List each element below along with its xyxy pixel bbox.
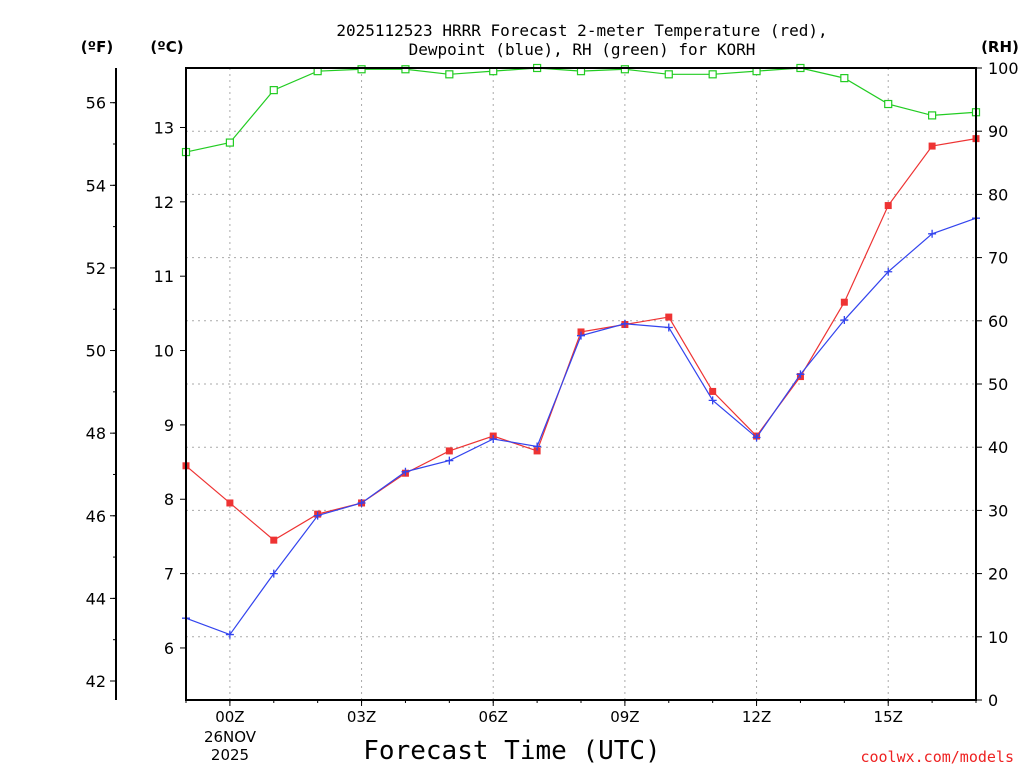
fahrenheit-axis-label: (ºF) bbox=[81, 38, 113, 56]
rh-tick-label: 50 bbox=[988, 375, 1008, 394]
dewpoint-point bbox=[840, 316, 849, 325]
fahrenheit-tick-label: 44 bbox=[86, 589, 106, 608]
celsius-tick-label: 11 bbox=[154, 267, 174, 286]
fahrenheit-tick-label: 54 bbox=[86, 176, 106, 195]
fahrenheit-tick-label: 52 bbox=[86, 259, 106, 278]
rh-point bbox=[225, 138, 234, 147]
x-axis: 00Z 03Z 06Z 09Z 12Z 15Z bbox=[185, 700, 977, 726]
dewpoint-point bbox=[752, 433, 761, 442]
fahrenheit-tick-label: 50 bbox=[86, 342, 106, 361]
dewpoint-point bbox=[225, 630, 234, 639]
watermark: coolwx.com/models bbox=[860, 748, 1014, 766]
grid-lines bbox=[186, 68, 976, 700]
x-tick-label: 00Z bbox=[215, 708, 244, 726]
rh-point bbox=[840, 74, 849, 83]
rh-tick-label: 10 bbox=[988, 628, 1008, 647]
dewpoint-point bbox=[664, 323, 673, 332]
dewpoint-point bbox=[796, 370, 805, 379]
fahrenheit-tick-label: 46 bbox=[86, 507, 106, 526]
rh-tick-label: 40 bbox=[988, 438, 1008, 457]
dewpoint-point bbox=[445, 456, 454, 465]
x-tick-label: 12Z bbox=[742, 708, 771, 726]
dewpoint-point bbox=[313, 511, 322, 520]
dewpoint-point bbox=[884, 267, 893, 276]
rh-point bbox=[928, 111, 937, 120]
dewpoint-point bbox=[533, 442, 542, 451]
x-tick-label: 06Z bbox=[479, 708, 508, 726]
temperature-point bbox=[884, 202, 892, 210]
celsius-tick-label: 12 bbox=[154, 193, 174, 212]
temperature-point bbox=[709, 387, 717, 395]
chart-title-line2: Dewpoint (blue), RH (green) for KORH bbox=[409, 40, 756, 59]
rh-point bbox=[357, 65, 366, 74]
temperature-point bbox=[665, 313, 673, 321]
dewpoint-point bbox=[577, 331, 585, 340]
rh-tick-label: 60 bbox=[988, 312, 1008, 331]
temperature-point bbox=[445, 447, 453, 455]
x-tick-label: 15Z bbox=[874, 708, 903, 726]
dewpoint-point bbox=[357, 498, 366, 507]
rh-point bbox=[269, 86, 278, 95]
celsius-tick-label: 6 bbox=[164, 639, 174, 658]
dewpoint-point bbox=[269, 569, 278, 578]
rh-point bbox=[664, 70, 673, 79]
rh-tick-label: 70 bbox=[988, 249, 1008, 268]
celsius-axis: 6 7 8 9 10 11 12 13 bbox=[154, 118, 186, 658]
rh-axis: 0 10 20 30 40 50 60 70 80 90 100 bbox=[976, 59, 1019, 710]
x-axis-title: Forecast Time (UTC) bbox=[363, 736, 660, 766]
rh-point bbox=[620, 65, 629, 74]
rh-point bbox=[884, 99, 893, 109]
chart-title-line1: 2025112523 HRRR Forecast 2-meter Tempera… bbox=[336, 21, 827, 40]
fahrenheit-tick-label: 42 bbox=[86, 672, 106, 691]
temperature-point bbox=[928, 142, 936, 150]
rh-point bbox=[401, 65, 410, 74]
plot-frame bbox=[185, 67, 977, 701]
x-tick-label: 03Z bbox=[347, 708, 376, 726]
fahrenheit-tick-label: 56 bbox=[86, 94, 106, 113]
temperature-point bbox=[533, 447, 541, 455]
temperature-point bbox=[840, 298, 848, 306]
celsius-tick-label: 13 bbox=[154, 118, 174, 137]
celsius-tick-label: 8 bbox=[164, 490, 174, 509]
dewpoint-point bbox=[928, 229, 937, 238]
dewpoint-point bbox=[401, 467, 410, 476]
rh-tick-label: 90 bbox=[988, 122, 1008, 141]
x-tick-label: 09Z bbox=[610, 708, 639, 726]
dewpoint-point bbox=[620, 319, 629, 328]
rh-tick-label: 30 bbox=[988, 501, 1008, 520]
dewpoint-point bbox=[489, 435, 498, 444]
rh-point bbox=[445, 70, 454, 79]
rh-tick-label: 20 bbox=[988, 565, 1008, 584]
temperature-point bbox=[270, 536, 278, 544]
rh-tick-label: 80 bbox=[988, 185, 1008, 204]
rh-line bbox=[185, 67, 977, 153]
fahrenheit-tick-label: 48 bbox=[86, 424, 106, 443]
x-date-label-day: 26NOV bbox=[204, 728, 257, 746]
dewpoint-point bbox=[708, 396, 717, 405]
dewpoint-line bbox=[185, 217, 977, 636]
celsius-tick-label: 9 bbox=[164, 416, 174, 435]
rh-tick-label: 0 bbox=[988, 691, 998, 710]
temperature-point bbox=[226, 499, 234, 507]
fahrenheit-axis: 42 44 46 48 50 52 54 56 bbox=[86, 68, 117, 700]
celsius-tick-label: 7 bbox=[164, 565, 174, 584]
x-date-label-year: 2025 bbox=[211, 746, 249, 764]
celsius-axis-label: (ºC) bbox=[150, 38, 183, 56]
rh-axis-label: (RH) bbox=[981, 38, 1019, 56]
celsius-tick-label: 10 bbox=[154, 342, 174, 361]
data-series bbox=[181, 63, 981, 639]
rh-point bbox=[708, 70, 717, 79]
rh-tick-label: 100 bbox=[988, 59, 1019, 78]
